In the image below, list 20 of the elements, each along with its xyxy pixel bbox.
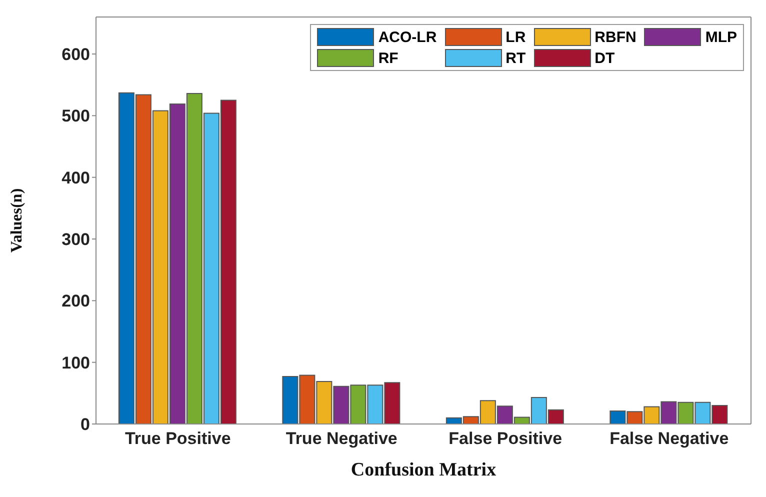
y-tick-label: 500 xyxy=(62,106,90,126)
y-tick-label: 0 xyxy=(80,415,90,434)
y-tick-label: 200 xyxy=(62,292,90,311)
y-tick-label: 100 xyxy=(62,353,90,372)
y-tick-label: 600 xyxy=(62,45,90,64)
legend-label: DT xyxy=(594,50,615,66)
x-tick-label: True Negative xyxy=(286,429,398,448)
x-tick-label: False Positive xyxy=(448,429,562,448)
legend-label: LR xyxy=(506,28,526,46)
y-axis-title: Values(n) xyxy=(8,188,26,253)
legend-label: RBFN xyxy=(594,28,636,46)
x-tick-label: False Negative xyxy=(610,429,729,448)
x-axis-title: Confusion Matrix xyxy=(350,459,497,480)
legend-label: ACO-LR xyxy=(378,28,437,46)
y-tick-label: 300 xyxy=(62,230,90,250)
legend-label: RF xyxy=(378,50,398,66)
legend-label: RT xyxy=(506,50,526,66)
y-tick-label: 400 xyxy=(62,168,90,188)
legend-label: MLP xyxy=(705,28,737,46)
x-tick-label: True Positive xyxy=(124,429,231,448)
